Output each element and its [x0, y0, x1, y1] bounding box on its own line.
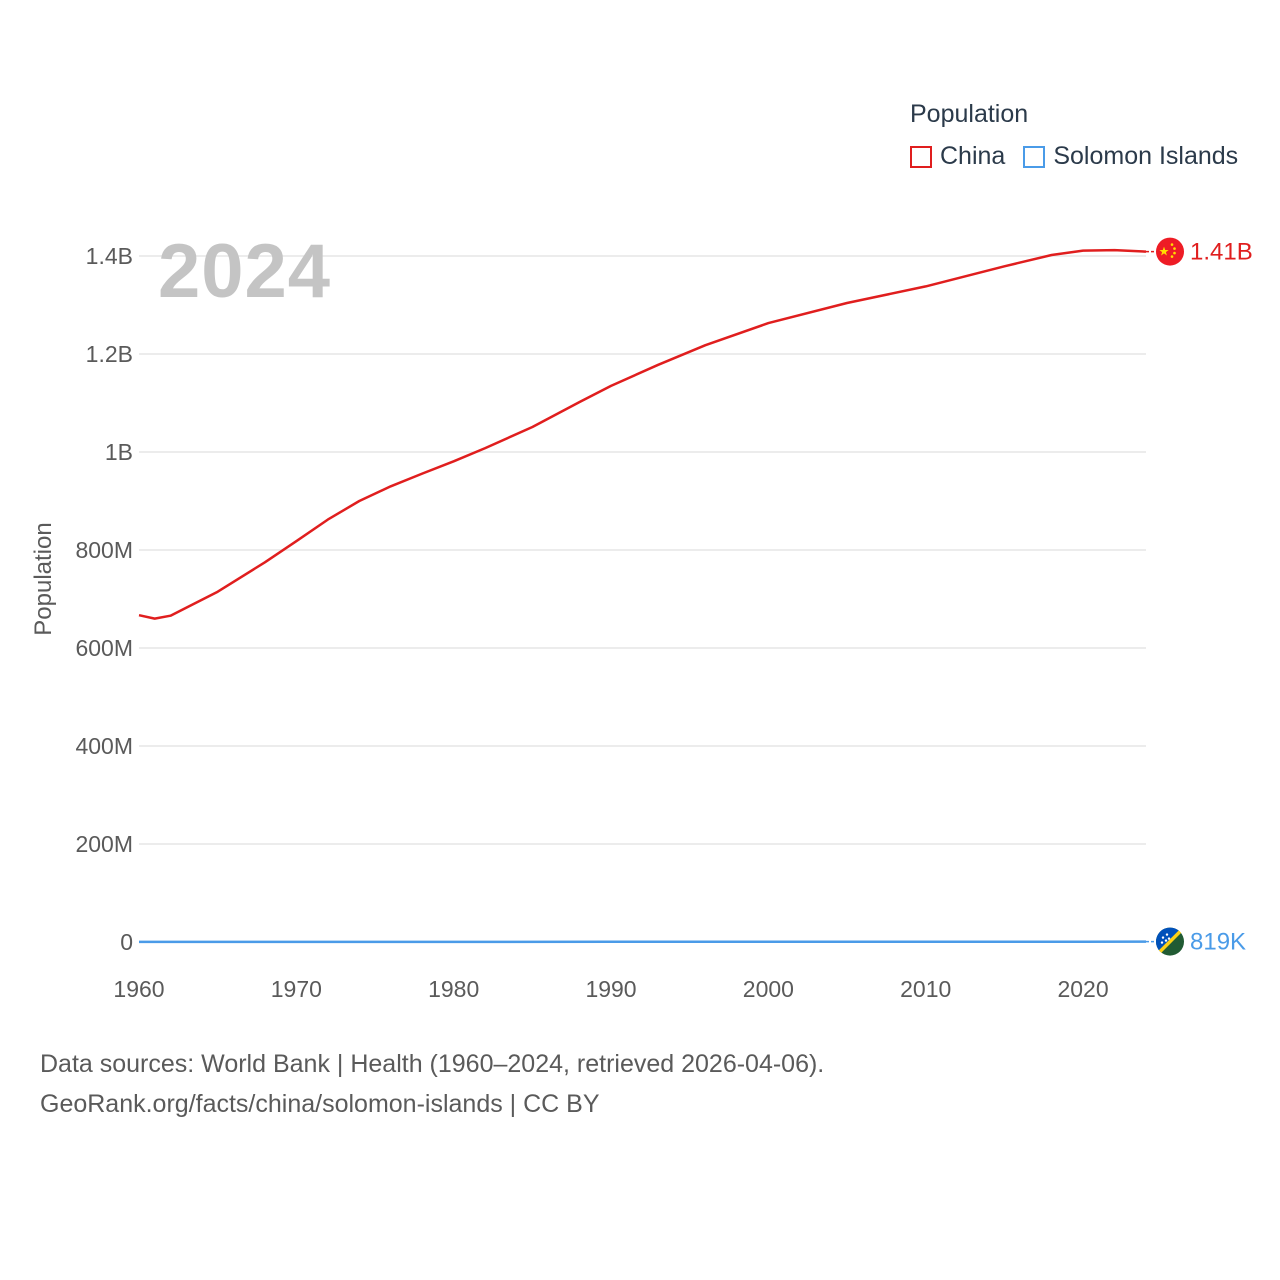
x-tick-label: 2000	[743, 976, 794, 1002]
y-tick-label: 1B	[105, 439, 133, 465]
legend-item-solomon-islands[interactable]: Solomon Islands	[1023, 142, 1238, 171]
y-tick-label: 400M	[75, 733, 133, 759]
small-star-icon	[1170, 243, 1174, 246]
x-tick-label: 1990	[585, 976, 636, 1002]
flag-diagonal-stripe	[1158, 930, 1182, 953]
footer: Data sources: World Bank | Health (1960–…	[40, 1044, 824, 1124]
small-star-icon	[1170, 255, 1174, 258]
y-tick-label: 200M	[75, 831, 133, 857]
x-axis-ticks: 1960 1970 1980 1990 2000 2010 2020	[113, 976, 1108, 1002]
y-tick-label: 1.4B	[86, 243, 133, 269]
legend-title: Population	[910, 100, 1029, 128]
y-axis-title: Population	[30, 522, 57, 635]
current-year-label: 2024	[158, 229, 332, 314]
legend-swatch-solomon-islands	[1023, 145, 1046, 168]
legend-swatch-china	[910, 145, 932, 168]
x-tick-label: 2010	[900, 976, 951, 1002]
legend-label-china: China	[940, 142, 1006, 170]
x-tick-label: 1960	[113, 976, 164, 1002]
y-tick-label: 600M	[75, 635, 133, 661]
footer-link[interactable]: GeoRank.org/facts/china/solomon-islands …	[40, 1090, 600, 1118]
grid-lines	[139, 255, 1146, 943]
small-star-icon	[1160, 941, 1164, 944]
series-end-markers: 1.41B 819K	[1146, 237, 1253, 956]
end-value-label-solomon-islands: 819K	[1190, 929, 1246, 956]
x-tick-label: 1970	[271, 976, 322, 1002]
end-value-label-china: 1.41B	[1190, 239, 1253, 266]
y-tick-label: 0	[120, 929, 133, 955]
legend-label-solomon-islands: Solomon Islands	[1053, 142, 1239, 170]
legend-item-china[interactable]: China	[910, 142, 1005, 171]
small-star-icon	[1164, 939, 1168, 942]
y-tick-label: 1.2B	[86, 341, 133, 367]
small-star-icon	[1173, 251, 1176, 255]
flag-marker-china	[1156, 237, 1184, 266]
x-tick-label: 1980	[428, 976, 479, 1002]
legend: China Solomon Islands	[910, 142, 1256, 171]
china-flag-icon	[1156, 237, 1184, 266]
footer-sources: Data sources: World Bank | Health (1960–…	[40, 1050, 825, 1078]
small-star-icon	[1165, 933, 1169, 936]
series-line-china	[138, 248, 1147, 620]
x-tick-label: 2020	[1057, 976, 1108, 1002]
flag-blue-field	[1156, 927, 1180, 952]
y-tick-label: 800M	[75, 537, 133, 563]
y-axis-ticks: 0 200M 400M 600M 800M 1B 1.2B 1.4B	[75, 243, 133, 955]
small-star-icon	[1173, 247, 1176, 250]
small-star-icon	[1161, 936, 1165, 939]
flag-marker-solomon-islands	[1156, 927, 1184, 956]
star-icon	[1159, 246, 1169, 256]
series-lines	[138, 248, 1147, 944]
small-star-icon	[1167, 937, 1171, 940]
